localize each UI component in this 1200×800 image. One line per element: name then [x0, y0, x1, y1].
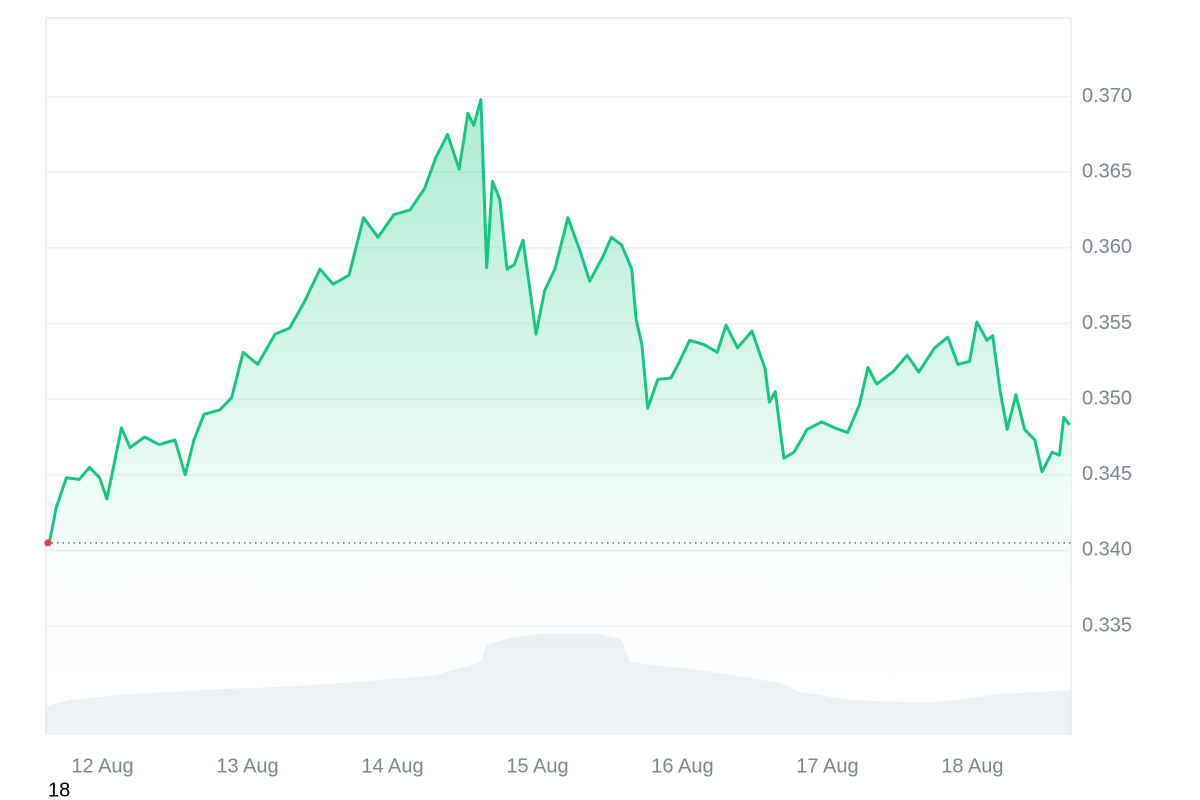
footer-text: 18 [48, 779, 70, 800]
x-tick-label: 12 Aug [71, 755, 133, 777]
x-tick-label: 15 Aug [506, 755, 568, 777]
y-tick-label: 0.340 [1082, 539, 1132, 561]
x-tick-label: 14 Aug [361, 755, 423, 777]
x-tick-label: 13 Aug [216, 755, 278, 777]
x-tick-label: 16 Aug [651, 755, 713, 777]
y-tick-label: 0.355 [1082, 312, 1132, 334]
y-tick-label: 0.345 [1082, 463, 1132, 485]
price-line [47, 98, 1071, 545]
y-tick-label: 0.370 [1082, 85, 1132, 107]
y-tick-label: 0.350 [1082, 387, 1132, 409]
baseline-dot [44, 539, 52, 547]
x-tick-label: 18 Aug [941, 755, 1003, 777]
x-tick-label: 17 Aug [796, 755, 858, 777]
y-tick-label: 0.365 [1082, 161, 1132, 183]
y-tick-label: 0.335 [1082, 614, 1132, 636]
y-tick-label: 0.360 [1082, 236, 1132, 258]
area-fill [48, 99, 1070, 735]
